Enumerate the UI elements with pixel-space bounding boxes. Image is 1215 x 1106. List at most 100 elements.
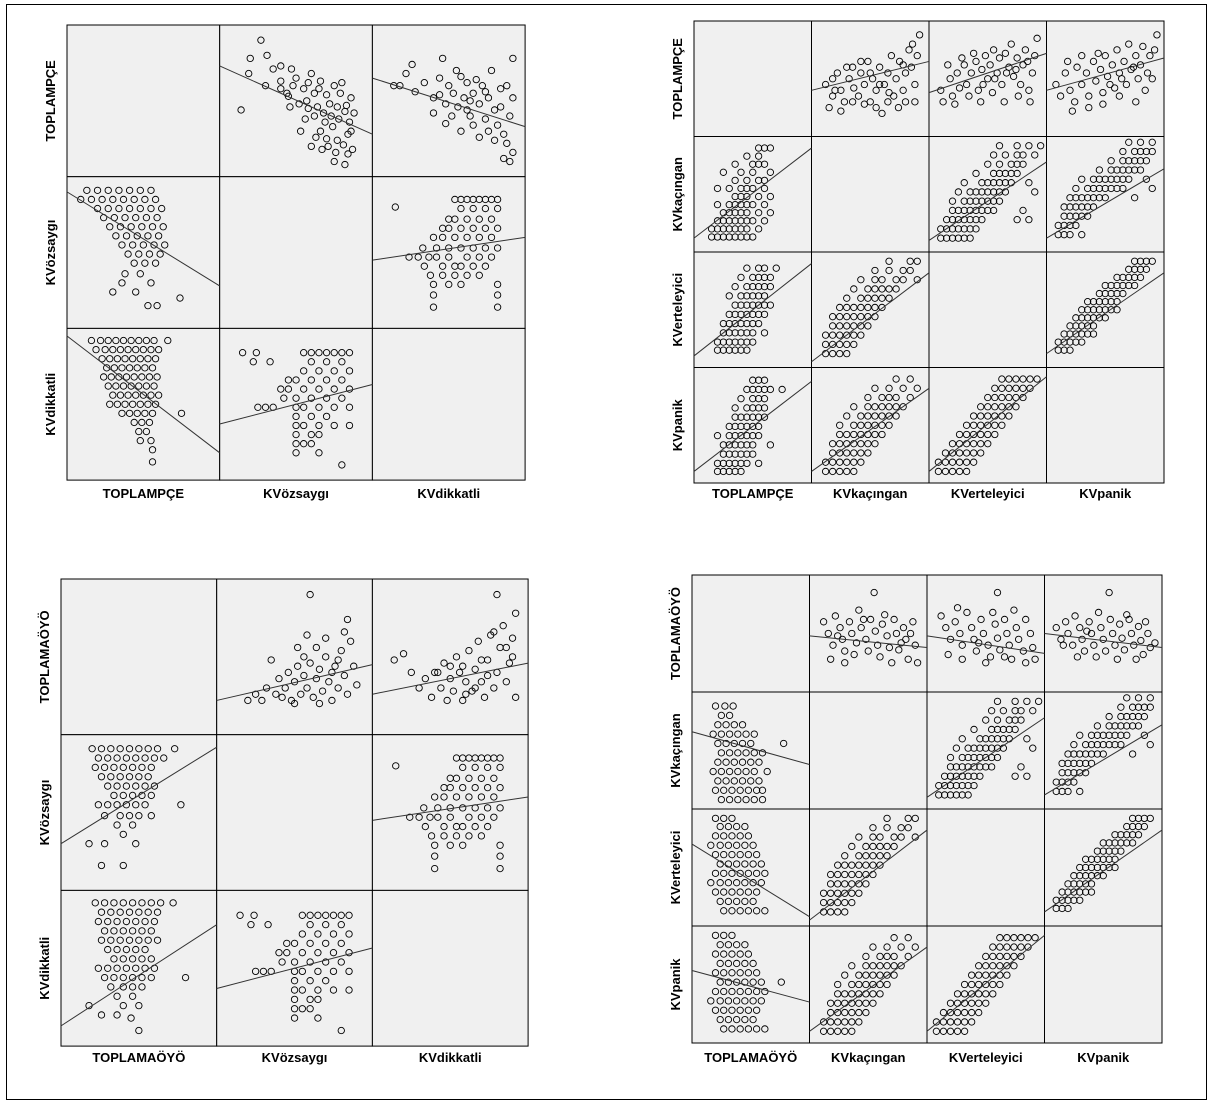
- scatter-point: [713, 431, 722, 440]
- scatter-point: [135, 1026, 143, 1035]
- scatter-point: [760, 264, 769, 272]
- scatter-point: [995, 169, 1004, 178]
- scatter-point: [855, 861, 863, 869]
- scatter-point: [493, 244, 502, 252]
- scatter-point: [935, 791, 943, 799]
- scatter-point: [731, 329, 739, 337]
- row-label: KVkaçıngan: [670, 157, 685, 231]
- scatter-point: [711, 888, 720, 896]
- scatter-point: [890, 962, 898, 970]
- scatter-point: [728, 786, 736, 794]
- scatter-point: [442, 119, 450, 128]
- scatter-point: [1101, 314, 1109, 322]
- scatter-point: [749, 292, 757, 300]
- scatter-point: [871, 627, 879, 635]
- scatter-point: [731, 310, 739, 319]
- scatter-point: [1073, 653, 1082, 661]
- scatter-point: [337, 1026, 345, 1035]
- scatter-point: [1001, 151, 1010, 159]
- scatter-point: [729, 702, 737, 710]
- scatter-point: [426, 271, 435, 279]
- scatter-point: [1072, 322, 1080, 330]
- scatter-point: [296, 127, 305, 135]
- scatter-point: [841, 861, 849, 869]
- scatter-point: [964, 791, 972, 799]
- scatter-point: [749, 233, 757, 241]
- scatter-point: [743, 319, 751, 328]
- scatter-point: [857, 449, 865, 457]
- scatter-point: [122, 782, 131, 790]
- scatter-point: [460, 94, 468, 102]
- scatter-point: [249, 358, 257, 366]
- scatter-point: [737, 292, 745, 300]
- scatter-point: [749, 997, 757, 1005]
- fit-line: [216, 664, 373, 701]
- scatter-point: [1052, 904, 1060, 913]
- scatter-point: [1078, 338, 1086, 346]
- scatter-point: [150, 336, 158, 345]
- scatter-point: [119, 955, 127, 963]
- scatter-point: [154, 391, 163, 399]
- scatter-point: [1122, 80, 1131, 89]
- scatter-point: [125, 186, 134, 195]
- scatter-point: [819, 889, 828, 897]
- scatter-point: [728, 987, 736, 996]
- scatter-point: [754, 422, 763, 431]
- scatter-point: [500, 154, 508, 163]
- scatter-point: [716, 959, 724, 968]
- matrix-cell: [691, 691, 810, 810]
- scatter-point: [471, 665, 479, 673]
- row-label: KVpanik: [670, 398, 685, 451]
- scatter-point: [984, 412, 992, 420]
- scatter-point: [855, 852, 863, 860]
- scatter-point: [124, 250, 132, 258]
- scatter-point: [298, 930, 306, 938]
- scatter-point: [1060, 203, 1068, 211]
- scatter-point: [876, 63, 884, 71]
- scatter-point: [885, 643, 894, 652]
- scatter-point: [975, 962, 983, 970]
- scatter-point: [719, 168, 728, 176]
- scatter-point: [451, 215, 459, 223]
- scatter-point: [463, 253, 471, 261]
- scatter-point: [741, 941, 749, 949]
- scatter-point: [843, 458, 851, 466]
- scatter-point: [890, 833, 898, 841]
- scatter-point: [144, 232, 152, 240]
- scatter-point: [94, 754, 103, 762]
- scatter-point: [150, 754, 159, 762]
- scatter-point: [113, 1011, 121, 1019]
- scatter-point: [1137, 636, 1145, 645]
- column-label: KVpanik: [1079, 486, 1132, 501]
- scatter-point: [939, 98, 947, 106]
- scatter-point: [119, 195, 128, 204]
- scatter-point: [1095, 184, 1104, 193]
- scatter-point: [502, 643, 510, 652]
- scatter-point: [322, 958, 330, 966]
- scatter-point: [934, 467, 943, 476]
- scatter-point: [290, 699, 299, 708]
- scatter-point: [484, 94, 493, 102]
- scatter-point: [1118, 634, 1126, 642]
- scatter-point: [731, 459, 739, 468]
- scatter-point: [1123, 611, 1131, 619]
- fit-line: [928, 52, 1047, 94]
- scatter-point: [318, 145, 326, 154]
- scatter-point: [490, 628, 498, 636]
- scatter-point: [475, 253, 483, 261]
- scatter-point: [459, 804, 467, 812]
- scatter-point: [707, 997, 715, 1005]
- scatter-point: [984, 179, 992, 187]
- scatter-point: [1078, 52, 1086, 60]
- cell-r3-c2: [926, 934, 1045, 1035]
- cell-r2-c3: [1046, 257, 1165, 355]
- scatter-point: [445, 224, 453, 232]
- matrix-cell: [928, 20, 1047, 137]
- scatter-point: [141, 754, 149, 762]
- scatter-point: [1076, 863, 1084, 872]
- scatter-point: [954, 188, 963, 196]
- scatter-point: [827, 1027, 835, 1035]
- scatter-point: [864, 303, 872, 312]
- scatter-point: [737, 346, 745, 354]
- scatter-point: [1119, 273, 1127, 282]
